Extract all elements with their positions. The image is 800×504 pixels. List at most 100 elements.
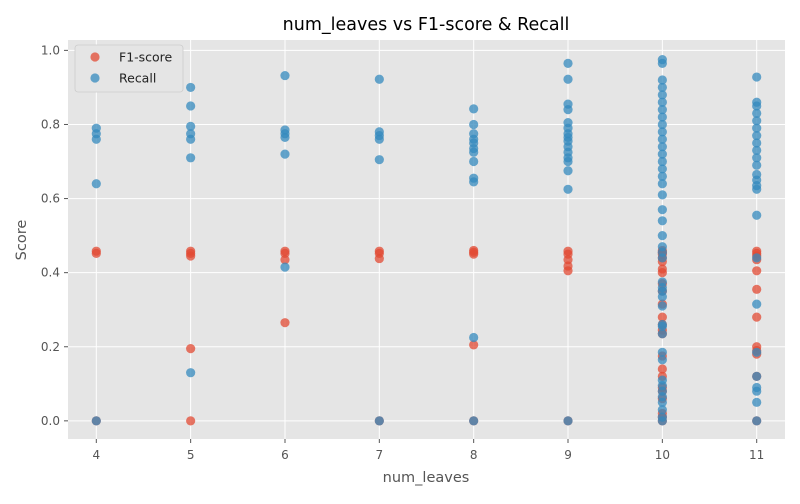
data-point <box>186 416 196 426</box>
data-point <box>469 129 479 139</box>
data-point <box>752 153 762 163</box>
data-point <box>657 242 667 252</box>
data-point <box>752 210 762 220</box>
data-point <box>657 205 667 215</box>
data-point <box>657 277 667 287</box>
data-point <box>657 127 667 137</box>
data-point <box>563 416 573 426</box>
data-point <box>752 72 762 82</box>
data-point <box>469 416 479 426</box>
data-point <box>374 127 384 137</box>
data-point <box>752 123 762 133</box>
data-point <box>657 156 667 167</box>
data-point <box>752 299 762 309</box>
data-point <box>752 397 762 407</box>
y-tick-label: 0.4 <box>41 266 60 280</box>
data-point <box>280 70 290 81</box>
data-point <box>657 97 667 107</box>
data-point <box>657 119 667 130</box>
data-point <box>91 416 101 426</box>
data-point <box>752 116 762 126</box>
data-point <box>469 173 479 183</box>
x-axis-label: num_leaves <box>383 470 470 486</box>
data-point <box>91 123 101 133</box>
data-point <box>280 149 290 159</box>
x-tick-label: 4 <box>92 448 100 462</box>
data-point <box>657 105 667 115</box>
data-point <box>657 355 667 365</box>
data-point <box>374 74 384 84</box>
data-point <box>186 246 196 256</box>
data-point <box>657 82 667 93</box>
x-tick-label: 7 <box>376 448 384 462</box>
data-point <box>469 119 479 130</box>
data-point <box>469 340 479 350</box>
data-point <box>657 319 667 330</box>
legend-marker <box>90 52 100 62</box>
data-point <box>657 375 667 385</box>
data-point <box>657 142 667 152</box>
data-point <box>752 169 762 180</box>
y-axis-label: Score <box>14 220 30 261</box>
data-point <box>374 246 384 256</box>
data-point <box>186 368 196 378</box>
data-point <box>563 99 573 109</box>
data-point <box>657 164 667 174</box>
data-point <box>657 329 667 339</box>
data-point <box>657 190 667 200</box>
data-point <box>280 262 290 272</box>
data-point <box>374 155 384 165</box>
data-point <box>469 104 479 114</box>
data-point <box>752 416 762 426</box>
data-point <box>280 246 290 256</box>
data-point <box>657 112 667 122</box>
data-point <box>186 344 196 354</box>
data-point <box>563 184 573 194</box>
data-point <box>657 179 667 189</box>
data-point <box>280 255 290 265</box>
y-tick-label: 0.2 <box>41 340 60 354</box>
legend-box <box>74 44 184 93</box>
data-point <box>752 160 762 170</box>
data-point <box>752 253 762 263</box>
data-point <box>186 101 196 111</box>
data-point <box>657 90 667 100</box>
data-point <box>91 179 101 189</box>
data-point <box>657 216 667 226</box>
chart-title: num_leaves vs F1-score & Recall <box>283 15 570 35</box>
legend-marker <box>90 73 100 83</box>
data-point <box>657 347 667 357</box>
data-point <box>374 416 384 426</box>
data-point <box>563 261 573 271</box>
data-point <box>657 405 667 415</box>
data-point <box>752 347 762 357</box>
x-tick-label: 6 <box>281 448 289 462</box>
data-point <box>752 312 762 322</box>
data-point <box>752 138 762 148</box>
data-point <box>657 171 667 181</box>
data-point <box>657 75 667 85</box>
data-point <box>186 82 196 93</box>
data-point <box>657 134 667 144</box>
data-point <box>752 284 762 294</box>
data-point <box>186 129 196 139</box>
y-tick-label: 1.0 <box>41 43 60 57</box>
data-point <box>752 130 762 141</box>
data-point <box>186 153 196 163</box>
data-point <box>752 108 762 118</box>
x-tick-label: 11 <box>749 448 764 462</box>
data-point <box>469 245 479 256</box>
data-point <box>657 412 667 422</box>
legend-item: F1-score <box>90 50 173 65</box>
x-tick-label: 9 <box>564 448 572 462</box>
data-point <box>91 246 101 256</box>
x-tick-label: 5 <box>187 448 195 462</box>
data-point <box>469 156 479 167</box>
series-recall <box>91 55 762 426</box>
data-point <box>657 264 667 274</box>
data-point <box>186 121 196 131</box>
data-point <box>469 332 479 343</box>
data-point <box>752 371 762 381</box>
legend-label: Recall <box>119 71 156 86</box>
